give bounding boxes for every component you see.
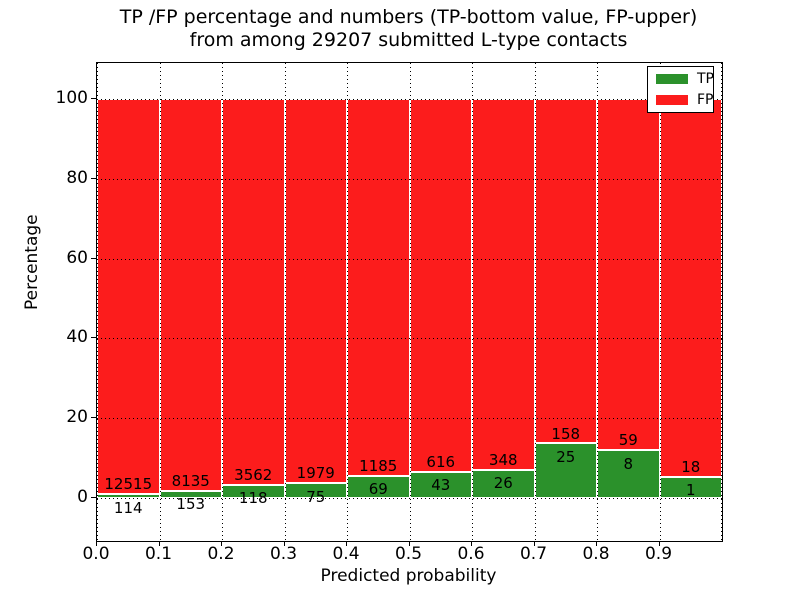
fp-bar bbox=[347, 99, 410, 477]
chart-title-line2: from among 29207 submitted L-type contac… bbox=[189, 29, 628, 51]
x-tick-mark bbox=[471, 541, 472, 546]
fp-bar bbox=[534, 99, 597, 444]
x-tick-label: 0.0 bbox=[82, 544, 110, 564]
gridline-vertical bbox=[284, 63, 286, 541]
x-tick-mark bbox=[283, 541, 285, 546]
x-tick-label: 0.5 bbox=[394, 544, 423, 564]
gridline-vertical bbox=[409, 63, 411, 541]
x-tick-mark bbox=[596, 541, 597, 546]
fp-bar bbox=[284, 99, 347, 484]
x-axis-label: Predicted probability bbox=[320, 566, 497, 586]
y-tick-mark bbox=[91, 337, 96, 339]
y-tick-mark bbox=[91, 98, 96, 99]
y-tick-mark bbox=[91, 417, 96, 419]
fp-bar bbox=[472, 99, 535, 471]
x-tick-label: 0.8 bbox=[582, 544, 610, 564]
tp-swatch-icon bbox=[656, 74, 688, 84]
legend: TP FP bbox=[647, 66, 714, 113]
y-axis-label: Percentage bbox=[22, 214, 42, 310]
fp-bar bbox=[222, 99, 285, 486]
x-tick-label: 0.6 bbox=[457, 544, 485, 564]
legend-label: FP bbox=[697, 92, 714, 108]
y-tick-label: 100 bbox=[55, 88, 88, 108]
y-tick-label: 40 bbox=[66, 327, 88, 348]
fp-count-label: 18 bbox=[681, 458, 701, 477]
x-tick-label: 0.9 bbox=[644, 544, 673, 564]
fp-count-label: 3562 bbox=[234, 466, 273, 485]
tp-count-label: 153 bbox=[176, 494, 206, 513]
x-tick-label: 0.3 bbox=[269, 544, 298, 564]
x-tick-mark bbox=[346, 541, 347, 546]
gridline-vertical bbox=[222, 63, 223, 541]
fp-count-label: 12515 bbox=[104, 475, 153, 494]
fp-count-label: 1185 bbox=[359, 457, 398, 476]
x-tick-mark bbox=[533, 541, 535, 546]
y-tick-label: 20 bbox=[66, 407, 88, 428]
x-tick-label: 0.4 bbox=[332, 544, 360, 564]
fp-bar bbox=[597, 99, 660, 451]
y-tick-label: 80 bbox=[66, 167, 88, 188]
gridline-vertical bbox=[534, 63, 536, 541]
legend-item-fp: FP bbox=[648, 90, 714, 110]
y-tick-mark bbox=[91, 257, 96, 259]
y-tick-label: 60 bbox=[66, 247, 88, 268]
y-tick-label: 0 bbox=[77, 487, 88, 507]
x-tick-mark bbox=[221, 541, 222, 546]
gridline-vertical bbox=[659, 63, 661, 541]
fp-count-label: 348 bbox=[488, 451, 518, 470]
x-tick-mark bbox=[658, 541, 660, 546]
chart-title-line1: TP /FP percentage and numbers (TP-bottom… bbox=[119, 6, 698, 28]
legend-item-tp: TP bbox=[648, 69, 714, 89]
gridline-vertical bbox=[347, 63, 348, 541]
fp-count-label: 616 bbox=[426, 452, 456, 471]
gridline-vertical bbox=[97, 63, 98, 541]
fp-bar bbox=[659, 99, 722, 477]
fp-bar bbox=[409, 99, 472, 472]
x-tick-label: 0.2 bbox=[207, 544, 235, 564]
tp-count-label: 118 bbox=[238, 489, 268, 508]
x-tick-mark bbox=[96, 541, 97, 546]
x-tick-mark bbox=[158, 541, 160, 546]
y-tick-mark bbox=[91, 177, 96, 179]
fp-count-label: 158 bbox=[551, 424, 581, 443]
chart-title: TP /FP percentage and numbers (TP-bottom… bbox=[96, 6, 721, 52]
x-tick-mark bbox=[408, 541, 410, 546]
fp-bar bbox=[159, 99, 222, 491]
gridline-vertical bbox=[472, 63, 473, 541]
tp-count-label: 114 bbox=[113, 498, 143, 517]
gridline-vertical bbox=[597, 63, 598, 541]
tp-count-label: 25 bbox=[556, 447, 576, 466]
fp-count-label: 59 bbox=[618, 431, 638, 450]
x-tick-label: 0.7 bbox=[519, 544, 548, 564]
legend-label: TP bbox=[697, 71, 714, 87]
tp-count-label: 1 bbox=[685, 481, 696, 500]
gridline-vertical bbox=[159, 63, 161, 541]
tp-count-label: 8 bbox=[623, 454, 634, 473]
tp-bar bbox=[534, 443, 597, 498]
fp-bar bbox=[97, 99, 160, 495]
plot-area: 12515 114 8135 153 3562 118 1979 75 1185 69 616 43 3… bbox=[96, 62, 723, 542]
x-tick-label: 0.1 bbox=[144, 544, 173, 564]
y-tick-mark bbox=[91, 497, 96, 498]
tp-count-label: 69 bbox=[368, 480, 388, 499]
gridline-vertical bbox=[721, 63, 722, 541]
fp-swatch-icon bbox=[656, 95, 688, 105]
tp-count-label: 26 bbox=[493, 474, 513, 493]
tp-bar bbox=[409, 471, 472, 498]
tp-count-label: 75 bbox=[306, 487, 326, 506]
fp-count-label: 1979 bbox=[296, 464, 335, 483]
tp-count-label: 43 bbox=[431, 476, 451, 495]
fp-count-label: 8135 bbox=[171, 471, 210, 490]
